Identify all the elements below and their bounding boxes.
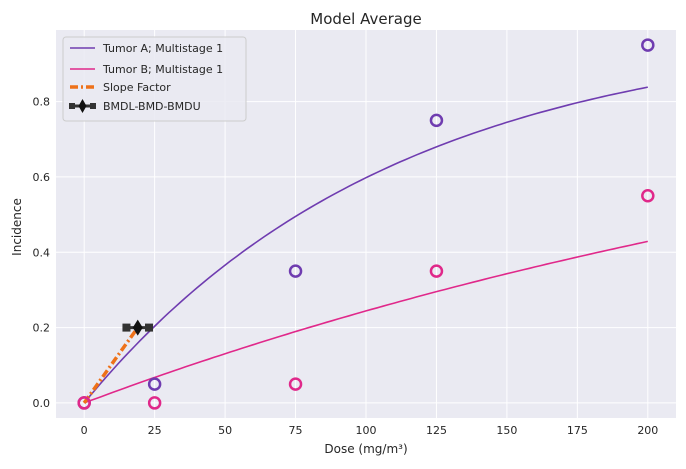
bmdl-marker <box>122 323 131 332</box>
x-tick-label: 150 <box>496 424 517 437</box>
x-tick-label: 75 <box>289 424 303 437</box>
data-point-tumor-a <box>641 38 655 52</box>
legend-swatch-bmdu <box>90 103 96 109</box>
data-point-tumor-b <box>429 264 444 278</box>
series <box>77 38 655 410</box>
tick-labels: 0 25 50 75 100 125 150 175 200 0.0 0.2 0.4 0.6 0.8 <box>33 96 659 437</box>
x-axis-label: Dose (mg/m³) <box>324 442 407 456</box>
y-tick-label: 0.0 <box>33 397 51 410</box>
data-point-tumor-a <box>429 113 444 128</box>
x-tick-label: 50 <box>218 424 232 437</box>
bmdu-marker <box>145 323 153 332</box>
data-point-tumor-a <box>147 377 162 391</box>
data-point-tumor-a <box>288 264 303 278</box>
data-point-tumor-b <box>641 188 655 203</box>
fit-curve-tumor-b <box>83 240 648 404</box>
y-axis-label: Incidence <box>10 198 24 256</box>
legend-label-bmd: BMDL-BMD-BMDU <box>103 100 201 113</box>
y-tick-label: 0.6 <box>33 171 51 184</box>
x-tick-label: 0 <box>81 424 88 437</box>
chart-title: Model Average <box>310 10 421 28</box>
x-tick-label: 100 <box>356 424 377 437</box>
y-tick-label: 0.8 <box>33 96 51 109</box>
legend-box <box>62 36 247 122</box>
y-tick-label: 0.4 <box>33 246 51 259</box>
x-tick-label: 125 <box>426 424 447 437</box>
bmd-marker <box>132 319 143 336</box>
legend-swatches <box>69 47 96 113</box>
x-tick-label: 175 <box>567 424 588 437</box>
data-point-tumor-b <box>147 396 162 410</box>
data-point-tumor-b <box>77 396 91 410</box>
legend: Tumor A; Multistage 1 Tumor B; Multistag… <box>62 36 247 122</box>
legend-label-slope-factor: Slope Factor <box>103 81 171 94</box>
data-point-tumor-b <box>288 377 303 391</box>
x-tick-label: 200 <box>637 424 658 437</box>
fit-curve-tumor-a <box>83 86 648 404</box>
legend-swatch-bmd <box>78 99 87 113</box>
legend-label-tumor-a: Tumor A; Multistage 1 <box>102 42 223 55</box>
y-tick-label: 0.2 <box>33 322 51 335</box>
legend-label-tumor-b: Tumor B; Multistage 1 <box>102 63 223 76</box>
legend-swatch-bmdl <box>69 103 75 109</box>
x-tick-label: 25 <box>148 424 162 437</box>
